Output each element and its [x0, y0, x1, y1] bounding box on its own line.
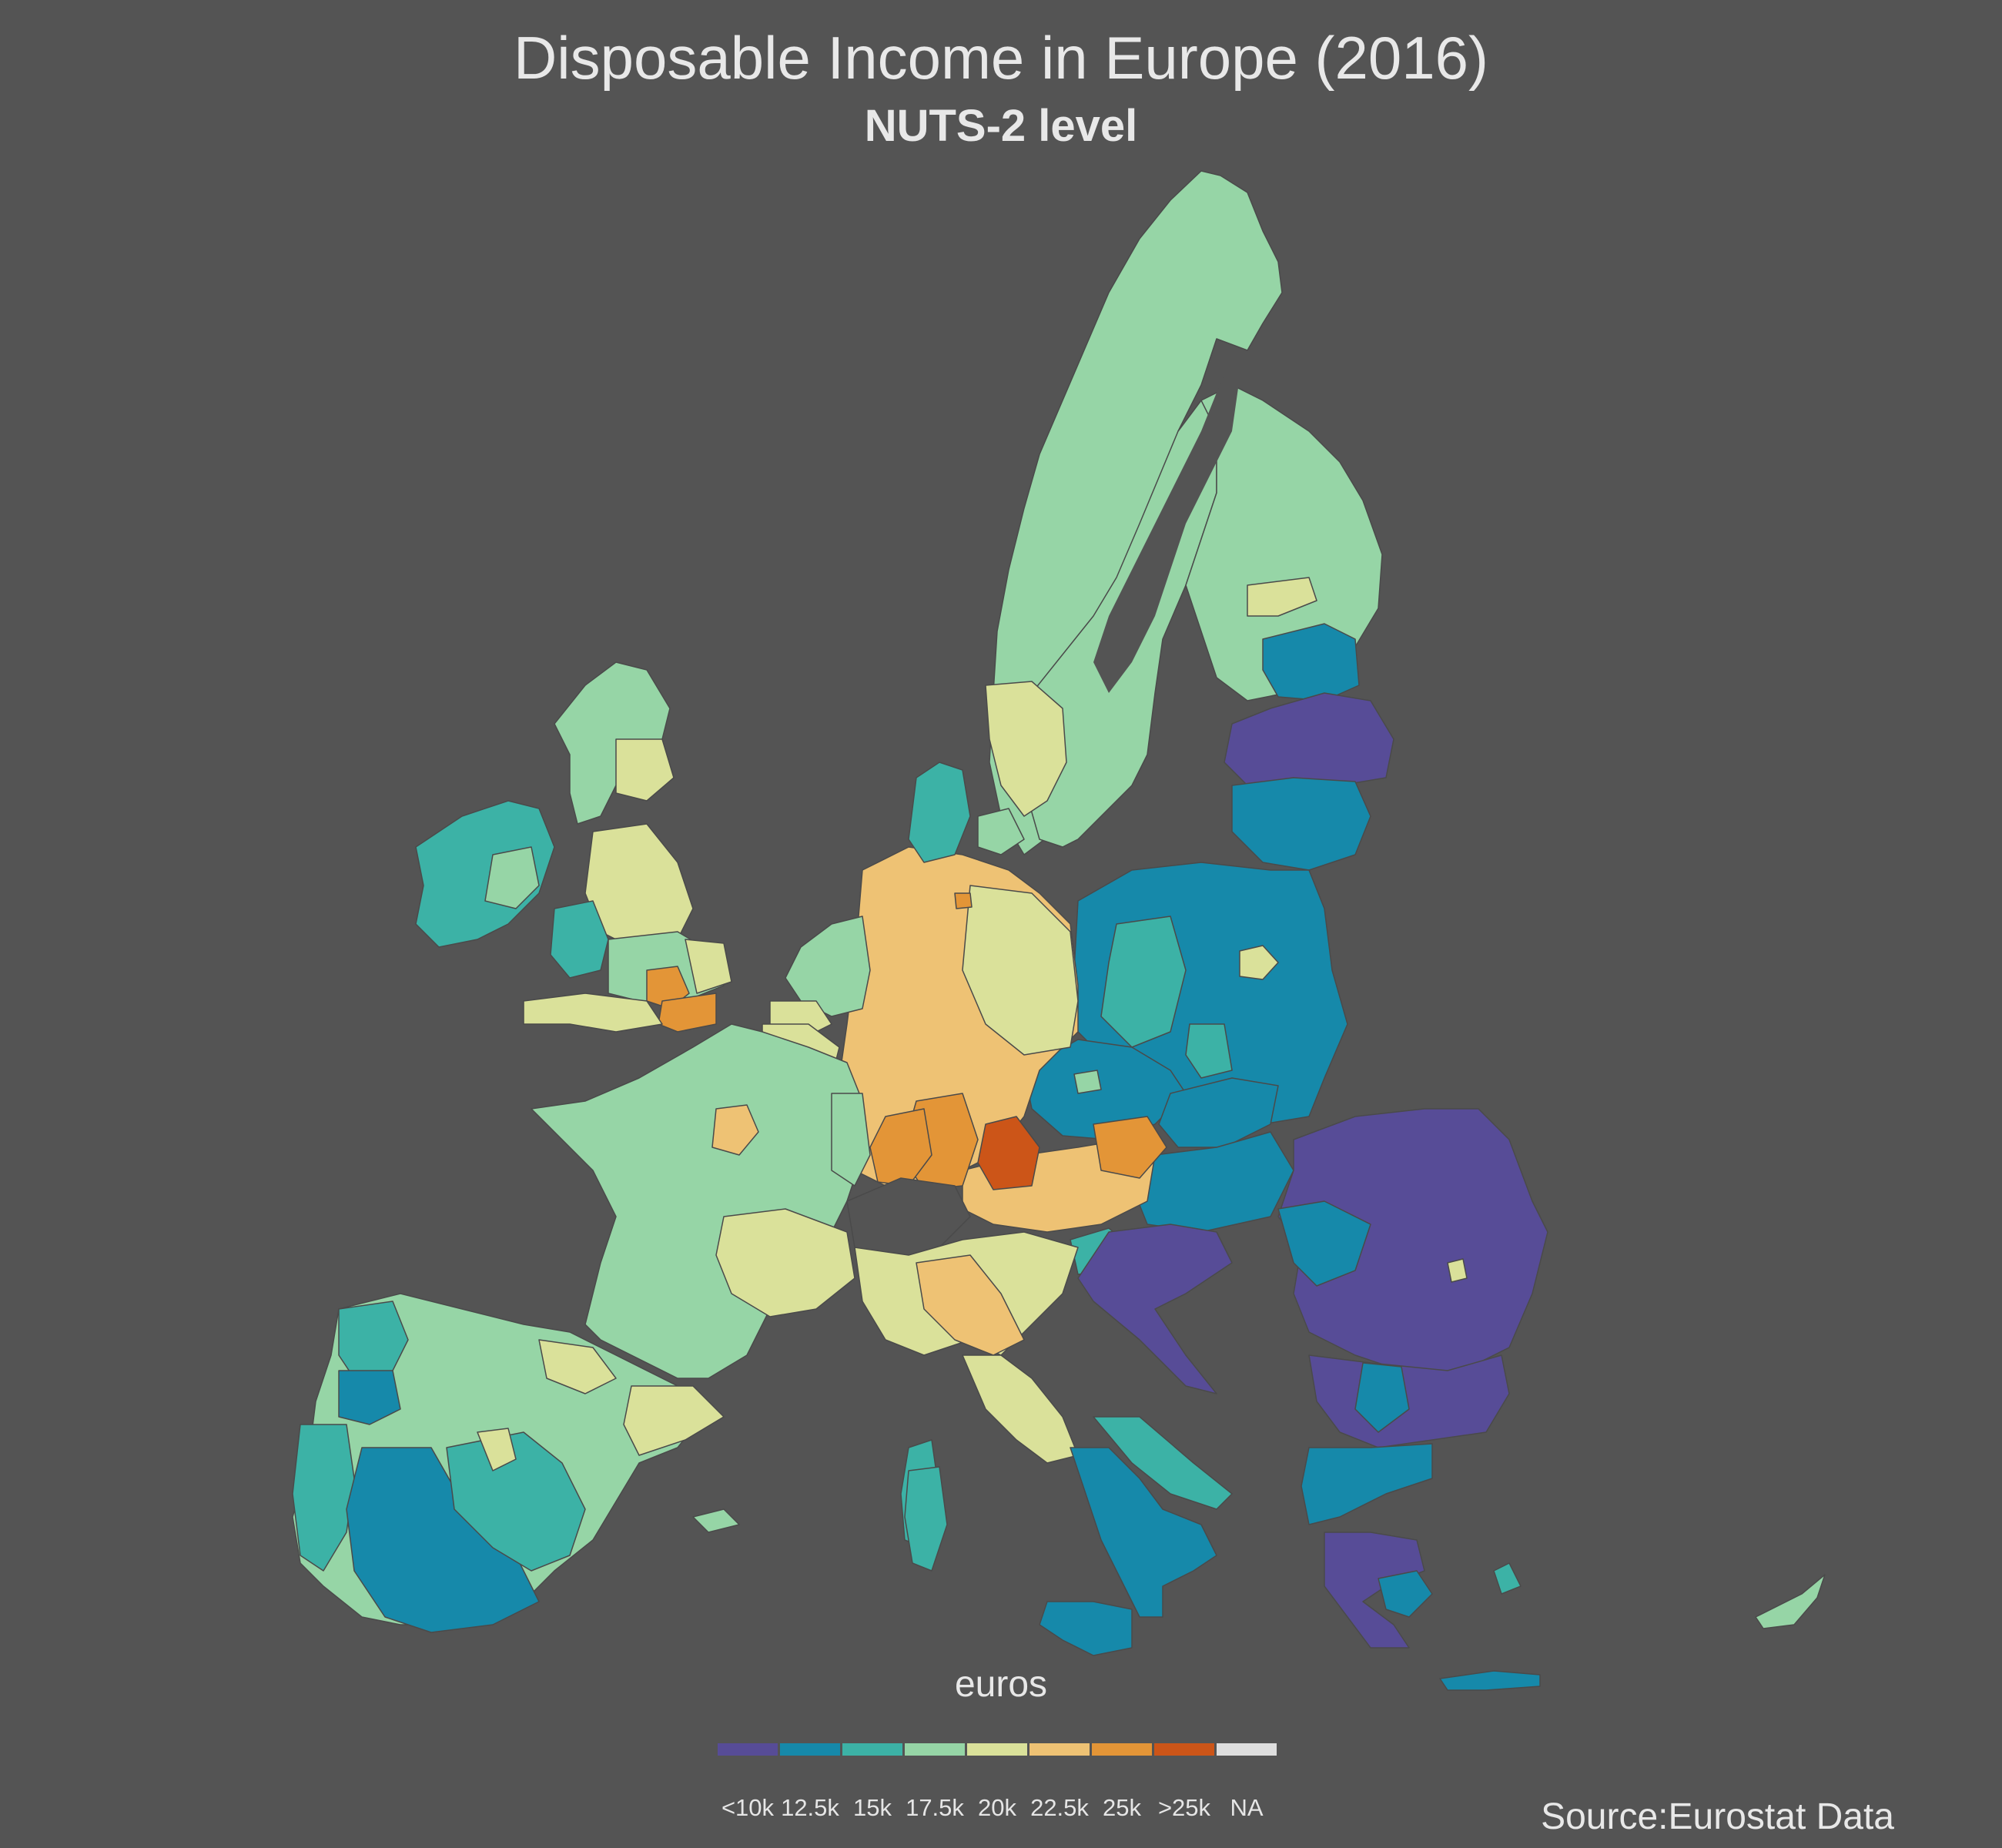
region-balearic: [692, 1508, 740, 1533]
region-ile-de-france: [711, 1104, 759, 1156]
region-prague: [1073, 1070, 1102, 1094]
region-crete: [1439, 1670, 1541, 1691]
region-estonia: [1262, 623, 1360, 701]
region-germany-east: [962, 885, 1079, 1056]
region-slovakia: [1158, 1077, 1279, 1148]
legend-label: 22.5k: [1030, 1794, 1089, 1821]
region-greece-north: [1301, 1443, 1433, 1525]
region-england-east: [685, 939, 732, 994]
region-italy-south: [1070, 1447, 1217, 1618]
region-attica: [1378, 1570, 1433, 1618]
legend-swatch: [780, 1743, 840, 1756]
region-lithuania: [1231, 777, 1371, 871]
legend-swatch: [967, 1743, 1027, 1756]
region-hamburg: [954, 892, 973, 909]
gulf-of-bothnia: [1093, 366, 1240, 693]
legend-label: <10k: [721, 1794, 775, 1821]
legend-swatch: [1092, 1743, 1152, 1756]
region-portugal-north: [338, 1370, 401, 1425]
region-sweden-south: [985, 681, 1067, 817]
region-croatia: [1077, 1224, 1233, 1394]
region-greece-west: [1324, 1532, 1425, 1649]
region-italy-central: [962, 1354, 1079, 1464]
legend-label: 17.5k: [906, 1794, 964, 1821]
region-dublin: [484, 846, 540, 909]
region-zealand: [977, 808, 1025, 855]
region-sofia: [1354, 1362, 1410, 1433]
legend-swatch: [718, 1743, 778, 1756]
legend-label: NA: [1230, 1794, 1264, 1821]
region-sicily: [1039, 1601, 1133, 1656]
legend-label: 20k: [978, 1794, 1016, 1821]
region-castilla: [446, 1431, 586, 1572]
region-bulgaria: [1308, 1354, 1510, 1448]
map-subtitle: NUTS-2 level: [864, 101, 1138, 151]
legend-swatch: [1154, 1743, 1214, 1756]
region-latvia: [1224, 692, 1394, 786]
region-netherlands: [785, 916, 871, 1017]
region-catalonia: [623, 1385, 725, 1456]
legend-swatch: [905, 1743, 965, 1756]
legend-color-bar: [718, 1743, 1279, 1757]
region-lombardy: [916, 1254, 1025, 1356]
map-title: Disposable Income in Europe (2016): [513, 24, 1489, 92]
region-warsaw: [1239, 945, 1279, 980]
region-helsinki: [1247, 577, 1317, 617]
region-cyprus: [1755, 1574, 1826, 1629]
region-munich: [977, 1116, 1040, 1190]
legend-title: euros: [954, 1664, 1048, 1705]
legend-label: 25k: [1103, 1794, 1141, 1821]
region-romania-west: [1277, 1200, 1371, 1287]
region-scotland-east: [615, 738, 675, 802]
legend-swatch: [842, 1743, 902, 1756]
legend-label: >25k: [1157, 1794, 1211, 1821]
region-ireland: [415, 800, 555, 948]
region-poland-west: [1100, 916, 1187, 1048]
legend-label: 15k: [853, 1794, 892, 1821]
region-sardinia: [904, 1466, 948, 1572]
region-bucharest: [1447, 1258, 1468, 1283]
region-vienna: [1093, 1116, 1167, 1179]
region-rhone-alpes: [715, 1208, 855, 1317]
region-alsace: [831, 1093, 871, 1187]
legend-label: 12.5k: [781, 1794, 839, 1821]
region-aragon-north: [538, 1339, 617, 1394]
region-aegean: [1493, 1562, 1522, 1595]
region-poland-south: [1185, 1023, 1233, 1079]
region-portugal: [292, 1424, 355, 1572]
region-madrid: [477, 1428, 517, 1471]
region-england-sw: [523, 993, 663, 1033]
source-caption: Source:Eurostat Data: [1541, 1796, 1894, 1837]
region-france: [531, 1023, 863, 1379]
legend-swatch: [1029, 1743, 1090, 1756]
region-denmark: [908, 762, 971, 863]
region-apulia: [1093, 1416, 1233, 1510]
legend-swatch: [1217, 1743, 1277, 1756]
region-wales: [550, 900, 609, 979]
